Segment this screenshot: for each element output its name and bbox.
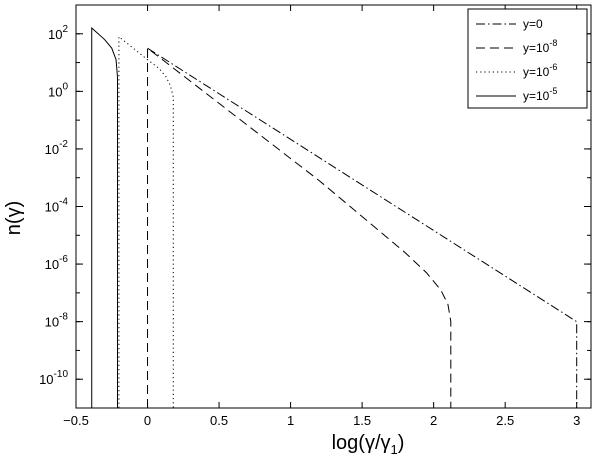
y-tick-label: 100 <box>48 81 68 99</box>
x-axis: −0.5 0 0.5 1 1.5 2 2.5 3 <box>63 5 580 428</box>
y-tick-label: 10-8 <box>45 312 69 330</box>
x-tick-label: 2.5 <box>496 413 514 428</box>
series-line-3 <box>118 35 174 408</box>
x-tick-label: 0.5 <box>210 413 228 428</box>
x-tick-label: 3 <box>573 413 580 428</box>
legend-label: y=0 <box>523 17 543 31</box>
legend-label: y=10-6 <box>523 62 557 79</box>
legend: y=0 y=10-8 y=10-6 y=10-5 <box>467 8 588 109</box>
y-tick-label: 10-2 <box>45 139 69 157</box>
x-tick-label: 1.5 <box>353 413 371 428</box>
series-line-4 <box>91 26 118 408</box>
series-line-1 <box>147 47 578 408</box>
x-tick-label: 0 <box>144 413 151 428</box>
x-tick-label: 2 <box>430 413 437 428</box>
x-axis-label: log(γ/γ1) <box>332 432 405 457</box>
y-tick-label: 10-10 <box>39 369 68 387</box>
legend-label: y=10-8 <box>523 38 557 55</box>
y-axis: 102 100 10-2 10-4 10-6 10-8 10-10 <box>39 4 591 409</box>
x-tick-label: 1 <box>287 413 294 428</box>
y-tick-label: 10-6 <box>45 254 69 272</box>
y-axis-label: n(γ) <box>3 201 25 235</box>
legend-box <box>467 8 588 109</box>
x-tick-label: −0.5 <box>63 413 89 428</box>
series-line-2 <box>147 47 452 408</box>
series-layer <box>91 26 578 408</box>
y-tick-label: 102 <box>48 24 68 42</box>
legend-label: y=10-5 <box>523 86 557 103</box>
y-tick-label: 10-4 <box>45 197 69 215</box>
